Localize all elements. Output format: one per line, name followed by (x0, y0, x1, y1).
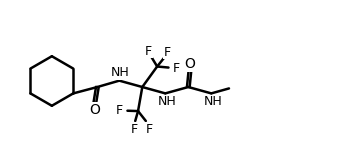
Text: F: F (146, 123, 153, 136)
Text: F: F (173, 62, 180, 75)
Text: O: O (185, 57, 195, 71)
Text: F: F (145, 45, 152, 58)
Text: NH: NH (204, 95, 222, 108)
Text: NH: NH (111, 66, 129, 79)
Text: NH: NH (158, 95, 176, 108)
Text: F: F (164, 46, 171, 59)
Text: F: F (131, 123, 138, 136)
Text: F: F (115, 104, 122, 117)
Text: O: O (89, 103, 100, 117)
